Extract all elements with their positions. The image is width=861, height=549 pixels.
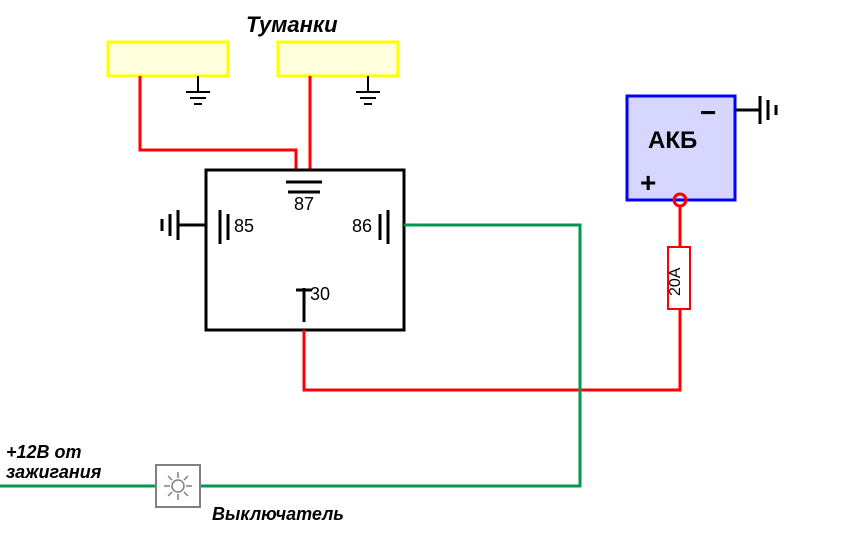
ground-battery: [735, 96, 776, 124]
battery-minus: −: [700, 97, 716, 128]
switch-label: Выключатель: [212, 504, 344, 524]
ground-fog-right: [356, 76, 380, 104]
relay-pin-85-terminal: [220, 210, 228, 244]
fog-lamp-right: [278, 42, 398, 76]
wire-relay86-to-switch: [200, 225, 580, 486]
ignition-label-2: зажигания: [6, 462, 102, 482]
wire-fog-to-relay: [140, 76, 310, 170]
relay-pin-87-terminal: [286, 182, 322, 192]
fuse-label: 20А: [667, 267, 684, 296]
fog-lamp-left: [108, 42, 228, 76]
fog-title: Туманки: [246, 12, 338, 37]
relay-pin-85-label: 85: [234, 216, 254, 236]
ground-fog-left: [186, 76, 210, 104]
switch-box: [156, 465, 200, 507]
ignition-label-1: +12В от: [6, 442, 82, 462]
battery-plus: +: [640, 167, 656, 198]
relay-pin-30-label: 30: [310, 284, 330, 304]
relay-pin-86-terminal: [380, 210, 388, 244]
relay-pin-87-label: 87: [294, 194, 314, 214]
relay-pin-86-label: 86: [352, 216, 372, 236]
ground-relay-85: [162, 210, 206, 240]
battery-label: АКБ: [648, 127, 697, 154]
